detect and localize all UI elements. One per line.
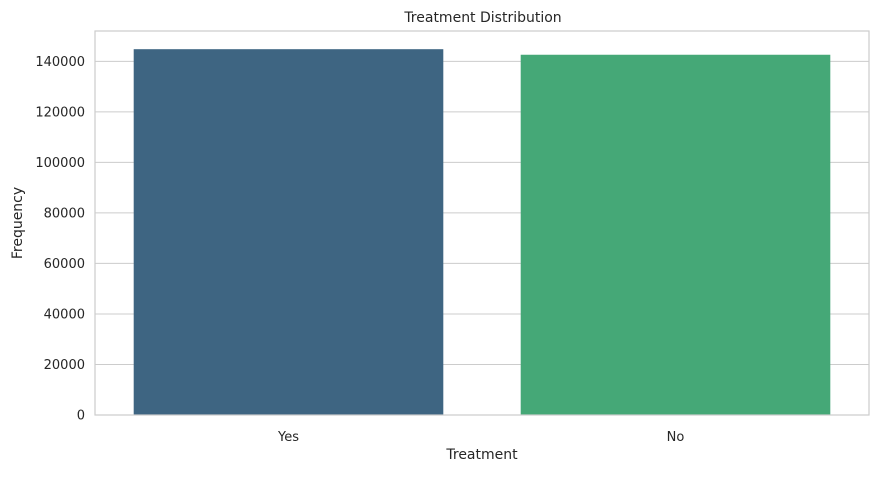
y-tick-label: 0 — [77, 409, 85, 424]
y-axis-title: Frequency — [10, 187, 26, 259]
bars — [133, 49, 831, 415]
y-tick-label: 140000 — [35, 55, 85, 70]
x-tick-label-no: No — [667, 430, 685, 445]
y-tick-label: 100000 — [35, 156, 85, 171]
y-tick-label: 40000 — [44, 307, 85, 322]
bar-yes — [133, 49, 444, 415]
y-tick-label: 20000 — [44, 358, 85, 373]
bar-no — [520, 54, 831, 415]
x-tick-label-yes: Yes — [277, 430, 299, 445]
chart-title: Treatment Distribution — [403, 10, 561, 26]
x-tick-labels: Yes No — [277, 430, 684, 445]
y-tick-label: 60000 — [44, 257, 85, 272]
x-axis-title: Treatment — [445, 447, 518, 463]
plot-frame — [94, 30, 870, 416]
y-tick-label: 80000 — [44, 206, 85, 221]
y-tick-labels: 0 20000 40000 60000 80000 100000 120000 140000 — [35, 55, 85, 424]
y-tick-label: 120000 — [35, 105, 85, 120]
